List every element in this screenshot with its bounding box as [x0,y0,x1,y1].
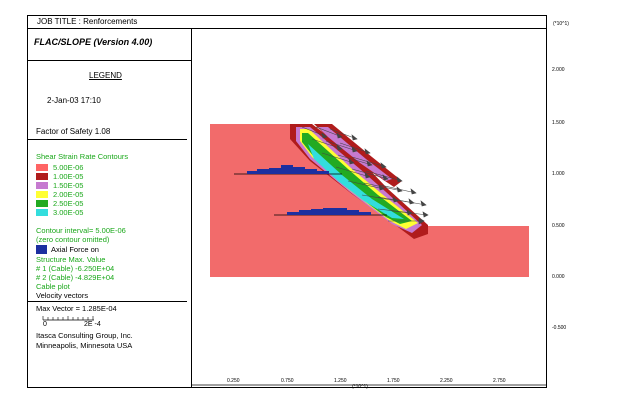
contour-swatch [36,191,48,198]
legend-panel: FLAC/SLOPE (Version 4.00) LEGEND 2-Jan-0… [27,29,192,388]
contour-swatch [36,164,48,171]
divider [27,301,187,302]
company: Itasca Consulting Group, Inc. [36,331,133,340]
y-tick-label: 0.500 [552,223,565,229]
contour-level-label: 2.00E-05 [53,190,84,199]
contour-level-label: 5.00E-06 [53,163,84,172]
x-tick-label: 1.750 [387,378,400,384]
job-title: JOB TITLE : Renforcements [27,15,547,29]
contour-level-label: 3.00E-05 [53,208,84,217]
axial-title: Axial Force on [51,245,99,254]
x-tick-label: 2.750 [493,378,506,384]
contour-omitted: (zero contour omitted) [36,235,110,244]
cable-plot-label: Cable plot [36,282,70,291]
x-tick-label: 0.250 [227,378,240,384]
axial-row: # 2 (Cable) -4.829E+04 [36,273,115,282]
y-tick-label: 2.000 [552,67,565,73]
y-tick-label: 1.000 [552,171,565,177]
vector-scale-bar [42,316,94,321]
axial-row: # 1 (Cable) -6.250E+04 [36,264,115,273]
contour-band [302,133,412,224]
divider [27,139,187,140]
contour-interval: Contour interval= 5.00E-06 [36,226,126,235]
axial-header: Structure Max. Value [36,255,106,264]
y-axis [546,29,547,388]
contour-swatch [36,200,48,207]
contour-level-label: 1.50E-05 [53,181,84,190]
location: Minneapolis, Minnesota USA [36,341,133,350]
y-axis-unit: (*10^1) [553,21,569,27]
y-tick-label: 0.000 [552,274,565,280]
x-tick-label: 2.250 [440,378,453,384]
program-header: FLAC/SLOPE (Version 4.00) [27,29,191,61]
cable-1-axial-force [247,165,329,174]
factor-of-safety: Factor of Safety 1.08 [36,127,111,136]
contour-swatch [36,182,48,189]
contour-swatch [36,209,48,216]
y-tick-label: -0.500 [552,325,567,331]
contour-band [318,127,392,181]
x-tick-label: 0.750 [281,378,294,384]
date-stamp: 2-Jan-03 17:10 [47,96,101,105]
axial-force-swatch [36,245,47,254]
velocity-vectors [301,126,429,225]
y-tick-label: 1.500 [552,120,565,126]
max-vector: Max Vector = 1.285E-04 [36,304,117,313]
model-plot [192,124,547,386]
velocity-vectors-label: Velocity vectors [36,291,89,300]
contour-level-label: 1.00E-05 [53,172,84,181]
x-tick-label: 1.250 [334,378,347,384]
x-axis-unit: (*10^1) [352,384,368,390]
scale-start: 0 [43,321,47,328]
scale-end: 2E -4 [84,321,101,328]
legend-heading: LEGEND [89,71,122,80]
contour-swatch [36,173,48,180]
cable-2-axial-force [287,208,371,215]
contour-level-label: 2.50E-05 [53,199,84,208]
contour-title: Shear Strain Rate Contours [36,152,129,161]
